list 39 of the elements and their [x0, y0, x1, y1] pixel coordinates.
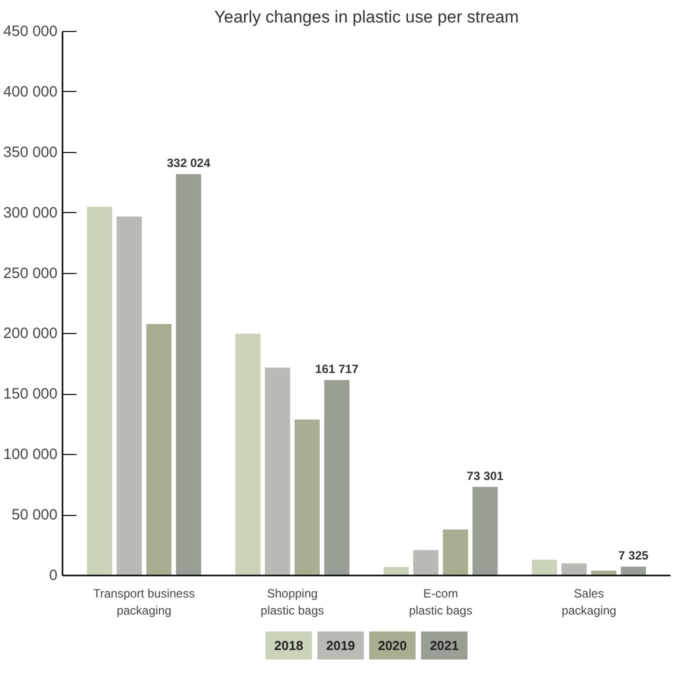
x-tick-label: Sales packaging [562, 586, 616, 618]
bar [532, 560, 558, 576]
x-tick-label: Shopping plastic bags [260, 586, 324, 618]
x-tick-label: Transport business packaging [93, 586, 195, 618]
data-label: 73 301 [466, 468, 504, 483]
y-tick-label: 50 000 [12, 506, 58, 524]
y-tick-label: 350 000 [3, 144, 58, 161]
y-tick-label: 400 000 [3, 83, 58, 100]
bar [620, 566, 646, 576]
bar [86, 206, 112, 576]
bar [384, 567, 409, 576]
bar [442, 530, 468, 576]
text: 2020 [378, 638, 407, 653]
bar [591, 570, 616, 576]
chart-title: Yearly changes in plastic use per stream [214, 8, 519, 26]
bar [146, 324, 172, 576]
bar [294, 420, 320, 576]
bar [176, 174, 202, 576]
y-tick-label: 250 000 [3, 264, 58, 282]
x-tick-label: E-com plastic bags [408, 586, 472, 618]
y-tick-label: 100 000 [3, 446, 58, 464]
bar [264, 368, 290, 576]
y-tick-label: 450 000 [3, 23, 58, 40]
y-tick-label: 200 000 [3, 325, 58, 342]
bar [235, 334, 260, 576]
y-tick-label: 150 000 [3, 386, 58, 403]
y-tick-label: 0 [49, 567, 58, 584]
bar [562, 563, 587, 576]
y-tick-label: 300 000 [3, 204, 58, 222]
text: 2019 [326, 638, 356, 653]
bar [472, 486, 498, 576]
bar [413, 550, 438, 576]
data-label: 7 325 [618, 548, 649, 563]
bar [116, 216, 142, 576]
data-label: 161 717 [315, 362, 359, 376]
data-label: 332 024 [166, 156, 211, 170]
text: 2018 [274, 638, 304, 653]
bar [324, 380, 350, 576]
text: 2021 [430, 638, 459, 653]
